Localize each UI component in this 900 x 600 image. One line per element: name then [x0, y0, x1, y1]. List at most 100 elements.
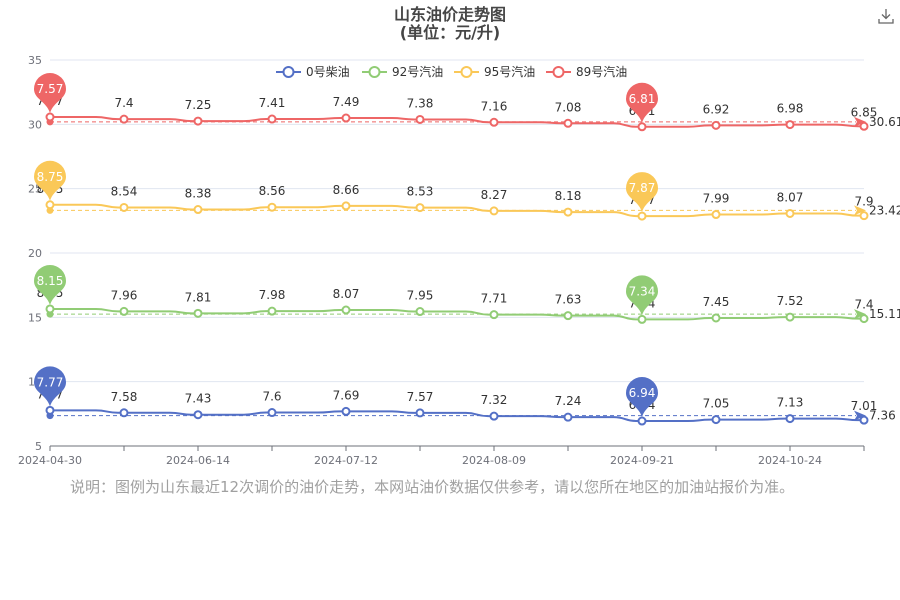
data-point: [637, 314, 647, 324]
data-label: 7.58: [111, 390, 138, 404]
data-point: [193, 205, 203, 215]
x-tick-label: 2024-04-30: [18, 454, 82, 467]
data-label: 7.96: [111, 288, 138, 302]
data-point: [415, 408, 425, 418]
data-label: 8.27: [481, 188, 508, 202]
data-point: [489, 411, 499, 421]
average-label: 7.36: [869, 409, 896, 423]
legend-marker: [368, 66, 381, 78]
chart-title-line1: 山东油价走势图: [394, 5, 506, 24]
data-point: [711, 313, 721, 323]
data-point: [193, 308, 203, 318]
marker-pin-shape: [626, 172, 658, 213]
data-point: [193, 410, 203, 420]
legend-item-0[interactable]: 0号柴油: [276, 65, 350, 79]
data-label: 7.49: [333, 95, 360, 109]
series-line: [50, 203, 864, 218]
data-point: [563, 412, 573, 422]
marker-pin-shape: [626, 275, 658, 316]
data-label: 7.63: [555, 293, 582, 307]
legend-marker: [460, 66, 473, 78]
legend-label: 0号柴油: [306, 65, 350, 79]
data-label: 7.38: [407, 96, 434, 110]
marker-pin-shape: [34, 72, 66, 113]
data-point: [341, 201, 351, 211]
data-point: [267, 306, 277, 316]
data-point: [785, 208, 795, 218]
data-point: [119, 306, 129, 316]
data-label: 8.38: [185, 187, 212, 201]
legend-label: 95号汽油: [484, 64, 535, 79]
download-button[interactable]: [876, 6, 896, 26]
data-point: [785, 414, 795, 424]
data-label: 7.57: [407, 390, 434, 404]
data-point: [859, 211, 869, 221]
data-label: 7.95: [407, 289, 434, 303]
data-point: [489, 117, 499, 127]
series-layer: 7.36 7.77 7.58 7.43 7.6 7.69 7.57 7.32 7.24 6.94 7…: [34, 72, 900, 426]
legend-item-2[interactable]: 95号汽油: [454, 64, 535, 79]
legend-marker: [552, 66, 565, 78]
data-point: [859, 314, 869, 324]
marker-pin: 8.75: [34, 160, 66, 201]
data-point: [193, 116, 203, 126]
y-tick-label: 20: [28, 247, 42, 260]
data-point: [267, 114, 277, 124]
data-label: 7.4: [854, 298, 873, 312]
average-label: 15.11: [869, 307, 900, 321]
data-label: 8.54: [111, 184, 138, 198]
marker-pin: 6.94: [626, 377, 658, 418]
series-line: [50, 409, 864, 423]
marker-pin-label: 7.87: [629, 181, 656, 195]
marker-pin-label: 7.34: [629, 284, 656, 298]
marker-pin-label: 6.81: [629, 92, 656, 106]
data-label: 6.98: [777, 102, 804, 116]
data-label: 8.66: [333, 183, 360, 197]
data-point: [711, 415, 721, 425]
average-arrow: [854, 410, 866, 421]
x-tick-label: 2024-10-24: [758, 454, 822, 467]
marker-pin-label: 7.77: [37, 375, 64, 389]
data-point: [119, 408, 129, 418]
data-label: 7.32: [481, 393, 508, 407]
data-point: [637, 211, 647, 221]
chart-note: 说明：图例为山东最近12次调价的油价走势，本网站油价数据仅供参考，请以您所在地区…: [70, 478, 795, 496]
data-label: 7.45: [703, 295, 730, 309]
data-point: [859, 415, 869, 425]
marker-pin-shape: [626, 82, 658, 123]
data-label: 7.16: [481, 99, 508, 113]
y-tick-label: 5: [35, 440, 42, 453]
series-line: [50, 115, 864, 128]
legend: 0号柴油 92号汽油 95号汽油 89号汽油: [276, 64, 627, 79]
data-label: 7.08: [555, 100, 582, 114]
marker-pin-label: 8.15: [37, 274, 64, 288]
data-point: [341, 113, 351, 123]
data-point: [711, 210, 721, 220]
data-point: [489, 310, 499, 320]
data-label: 7.13: [777, 396, 804, 410]
data-label: 7.69: [333, 388, 360, 402]
data-point: [341, 406, 351, 416]
data-point: [859, 121, 869, 131]
average-arrow: [854, 205, 866, 216]
legend-marker: [282, 66, 295, 78]
download-icon: [878, 9, 894, 24]
legend-item-3[interactable]: 89号汽油: [546, 64, 627, 79]
legend-item-1[interactable]: 92号汽油: [362, 64, 443, 79]
series-0: 7.36 7.77 7.58 7.43 7.6 7.69 7.57 7.32 7.24 6.94 7…: [34, 366, 896, 426]
data-label: 6.85: [851, 105, 878, 119]
data-label: 7.52: [777, 294, 804, 308]
average-arrow: [854, 116, 866, 127]
x-tick-label: 2024-09-21: [610, 454, 674, 467]
data-point: [341, 305, 351, 315]
x-tick-label: 2024-07-12: [314, 454, 378, 467]
data-point: [45, 405, 55, 415]
data-label: 7.25: [185, 98, 212, 112]
data-label: 7.24: [555, 394, 582, 408]
chart-title-line2: (单位：元/升): [400, 23, 500, 42]
series-1: 15.11 8.15 7.96 7.81 7.98 8.07 7.95 7.71 7.63 7.3…: [34, 264, 900, 324]
y-tick-label: 15: [28, 311, 42, 324]
data-point: [415, 114, 425, 124]
series-line: [50, 307, 864, 321]
